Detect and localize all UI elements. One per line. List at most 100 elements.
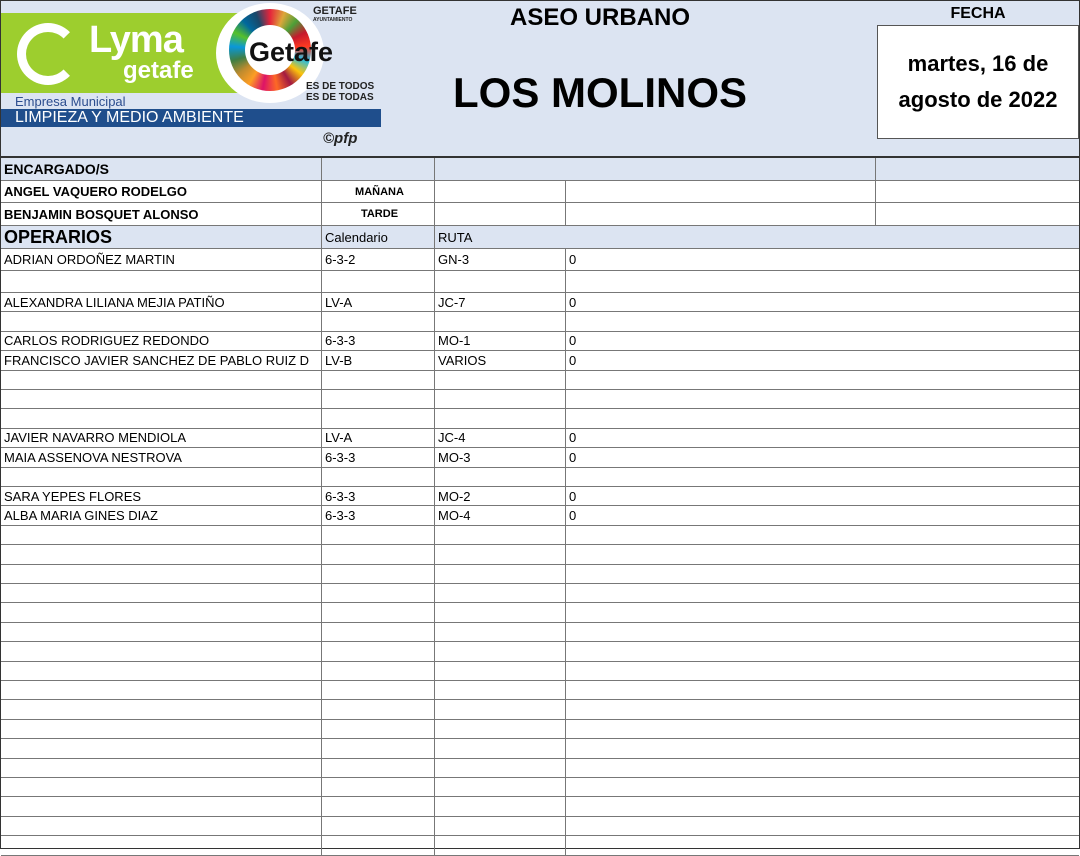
operario-calendario[interactable] [322,271,435,292]
operario-ruta[interactable] [435,642,566,661]
operario-ruta[interactable] [435,758,566,777]
operario-calendario[interactable] [322,584,435,603]
operario-name[interactable] [1,836,322,855]
operario-ruta[interactable] [435,719,566,739]
operario-value[interactable] [566,797,1079,815]
operario-calendario[interactable] [322,739,435,758]
operario-ruta[interactable] [435,390,566,409]
operario-name[interactable] [1,271,322,292]
operario-value[interactable] [566,778,1079,796]
operario-value[interactable] [566,662,1079,680]
operario-value[interactable] [566,759,1079,777]
operario-calendario[interactable] [322,797,435,816]
operario-ruta[interactable]: MO-1 [435,331,566,351]
operario-calendario[interactable]: 6-3-3 [322,448,435,467]
operario-ruta[interactable]: VARIOS [435,351,566,370]
cell[interactable] [322,158,435,180]
fecha-value[interactable]: martes, 16 de agosto de 2022 [877,25,1079,139]
operario-name[interactable] [1,312,322,331]
operario-name[interactable]: CARLOS RODRIGUEZ REDONDO [1,331,322,351]
operario-name[interactable] [1,758,322,777]
operario-name[interactable]: MAIA ASSENOVA NESTROVA [1,448,322,467]
operario-value[interactable] [566,681,1079,699]
operario-value[interactable]: 0 [569,252,577,267]
operario-calendario[interactable] [322,525,435,545]
operario-name[interactable]: FRANCISCO JAVIER SANCHEZ DE PABLO RUIZ D [1,351,322,370]
operario-calendario[interactable]: LV-A [322,428,435,448]
operario-ruta[interactable]: JC-7 [435,293,566,312]
operario-value[interactable] [566,623,1079,641]
operario-name[interactable] [1,700,322,719]
operario-value[interactable] [566,836,1079,854]
operario-ruta[interactable] [435,778,566,797]
operario-calendario[interactable] [322,622,435,642]
operario-ruta[interactable] [435,797,566,816]
encargado-name[interactable]: ANGEL VAQUERO RODELGO [1,181,322,202]
operario-calendario[interactable] [322,603,435,622]
operario-name[interactable] [1,816,322,836]
operario-value[interactable] [566,565,1079,583]
operario-calendario[interactable] [322,390,435,409]
operario-calendario[interactable]: 6-3-2 [322,249,435,270]
operario-calendario[interactable]: 6-3-3 [322,487,435,506]
operario-ruta[interactable]: MO-4 [435,506,566,525]
operario-value[interactable]: 0 [569,294,577,310]
operario-value[interactable]: 0 [569,352,577,368]
operario-name[interactable] [1,525,322,545]
operario-name[interactable]: JAVIER NAVARRO MENDIOLA [1,428,322,448]
encargado-turno[interactable]: MAÑANA [322,181,435,202]
operario-value[interactable]: 0 [569,449,577,465]
operario-value[interactable] [566,312,1079,330]
operario-name[interactable] [1,719,322,739]
operario-name[interactable] [1,797,322,816]
operario-ruta[interactable] [435,312,566,331]
operario-ruta[interactable] [435,564,566,583]
operario-value[interactable]: 0 [569,430,577,446]
operario-ruta[interactable] [435,816,566,836]
operario-calendario[interactable] [322,816,435,836]
cell[interactable] [566,203,876,225]
operario-name[interactable] [1,390,322,409]
operario-ruta[interactable] [435,584,566,603]
operario-ruta[interactable] [435,622,566,642]
operario-name[interactable] [1,467,322,486]
operario-name[interactable] [1,545,322,564]
operario-name[interactable] [1,622,322,642]
operario-ruta[interactable] [435,700,566,719]
operario-ruta[interactable] [435,603,566,622]
operario-calendario[interactable] [322,370,435,389]
operario-name[interactable] [1,584,322,603]
cell[interactable] [566,181,876,202]
operario-ruta[interactable]: MO-3 [435,448,566,467]
operario-calendario[interactable] [322,564,435,583]
operario-calendario[interactable]: LV-B [322,351,435,370]
operario-ruta[interactable] [435,271,566,292]
operario-name[interactable]: ADRIAN ORDOÑEZ MARTIN [1,249,322,270]
operario-name[interactable] [1,739,322,758]
cell[interactable] [876,158,1079,180]
operario-value[interactable] [566,603,1079,621]
cell[interactable] [876,203,1079,225]
cell[interactable] [435,203,566,225]
operario-calendario[interactable] [322,467,435,486]
operario-value[interactable]: 0 [569,508,577,524]
operario-calendario[interactable] [322,778,435,797]
operario-ruta[interactable] [435,545,566,564]
operario-calendario[interactable] [322,409,435,428]
operario-name[interactable] [1,370,322,389]
operario-calendario[interactable] [322,312,435,331]
operario-value[interactable] [566,371,1079,389]
operario-value[interactable] [566,720,1079,738]
operario-calendario[interactable] [322,681,435,700]
operario-ruta[interactable]: MO-2 [435,487,566,506]
cell[interactable] [876,181,1079,202]
operario-value[interactable] [566,739,1079,757]
operario-name[interactable]: ALEXANDRA LILIANA MEJIA PATIÑO [1,293,322,312]
operario-calendario[interactable]: 6-3-3 [322,506,435,525]
operario-ruta[interactable] [435,525,566,545]
operario-calendario[interactable] [322,836,435,855]
operario-name[interactable] [1,661,322,680]
operario-name[interactable] [1,778,322,797]
operario-value[interactable]: 0 [569,488,577,504]
operario-ruta[interactable] [435,739,566,758]
